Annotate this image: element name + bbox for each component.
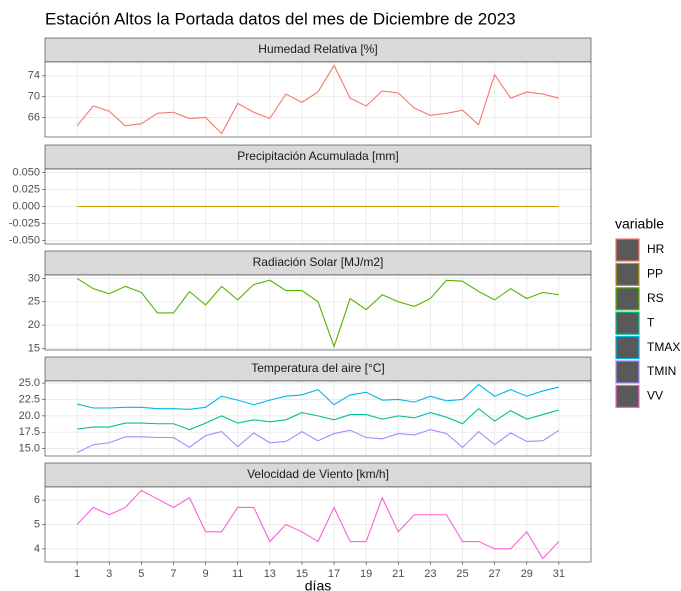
y-tick-label: 74 — [28, 70, 40, 82]
x-tick-label: 1 — [74, 568, 80, 580]
x-axis-label: días — [305, 578, 331, 591]
x-tick-label: 15 — [296, 568, 308, 580]
y-tick-label: 4 — [34, 543, 40, 555]
series-line — [76, 429, 560, 454]
y-tick-label: 25.0 — [19, 377, 40, 389]
panel-border — [44, 380, 592, 457]
panel-border — [44, 486, 592, 563]
strip-label: Precipitación Acumulada [mm] — [237, 149, 398, 163]
y-tick-label: 30 — [28, 272, 40, 284]
legend-key — [615, 311, 640, 335]
y-tick-label: 66 — [28, 111, 40, 123]
panel-border — [44, 274, 592, 351]
y-tick-label: 0.000 — [12, 200, 40, 212]
chart-title: Estación Altos la Portada datos del mes … — [45, 9, 516, 28]
y-tick-label: 20.0 — [19, 410, 40, 422]
strip-label: Velocidad de Viento [km/h] — [247, 467, 389, 481]
legend-label: PP — [647, 267, 663, 281]
x-tick-label: 31 — [553, 568, 565, 580]
x-tick-label: 5 — [138, 568, 144, 580]
legend-label: RS — [647, 291, 664, 305]
legend-label: VV — [647, 389, 663, 403]
strip — [44, 250, 592, 276]
x-tick-label: 23 — [424, 568, 436, 580]
panel-border — [44, 168, 592, 245]
legend-key — [615, 384, 640, 408]
strip — [44, 356, 592, 382]
y-tick-label: 5 — [34, 518, 40, 530]
y-tick-label: -0.050 — [9, 234, 40, 246]
legend-key — [615, 360, 640, 384]
panel-border — [44, 61, 592, 138]
x-tick-label: 21 — [392, 568, 404, 580]
panel — [45, 275, 591, 350]
y-tick-label: 17.5 — [19, 426, 40, 438]
strip-label: Temperatura del aire [°C] — [251, 361, 385, 375]
y-tick-label: 0.025 — [12, 183, 40, 195]
legend-title: variable — [615, 216, 664, 232]
x-tick-label: 29 — [521, 568, 533, 580]
strip — [44, 37, 592, 63]
x-tick-label: 7 — [170, 568, 176, 580]
legend-key — [615, 336, 640, 360]
series-line — [76, 277, 559, 349]
y-tick-label: -0.025 — [9, 217, 40, 229]
y-tick-label: 25 — [28, 296, 40, 308]
x-tick-label: 11 — [232, 568, 243, 580]
legend-label: T — [647, 315, 655, 329]
strip — [44, 462, 592, 488]
y-tick-label: 20 — [28, 319, 40, 331]
x-tick-label: 27 — [489, 568, 501, 580]
y-tick-label: 15 — [28, 342, 40, 354]
x-tick-label: 25 — [456, 568, 468, 580]
y-tick-label: 0.050 — [12, 166, 40, 178]
x-tick-label: 13 — [264, 568, 276, 580]
series-line — [77, 407, 560, 431]
x-tick-label: 19 — [360, 568, 372, 580]
legend-key — [615, 262, 640, 286]
legend-key — [615, 238, 640, 262]
legend-label: TMIN — [647, 364, 676, 378]
panel — [45, 381, 591, 456]
y-tick-label: 6 — [34, 494, 40, 506]
strip-label: Radiación Solar [MJ/m2] — [253, 255, 384, 269]
x-tick-label: 3 — [106, 568, 112, 580]
legend-key — [615, 287, 640, 311]
series-line — [76, 489, 560, 560]
y-tick-label: 22.5 — [19, 393, 40, 405]
legend-label: HR — [647, 242, 665, 256]
y-tick-label: 70 — [28, 91, 40, 103]
strip — [44, 144, 592, 170]
legend-label: TMAX — [647, 340, 680, 354]
series-line — [76, 64, 560, 135]
y-tick-label: 15.0 — [19, 443, 40, 455]
x-tick-label: 9 — [203, 568, 209, 580]
x-tick-label: 17 — [328, 568, 340, 580]
strip-label: Humedad Relativa [%] — [258, 42, 377, 56]
series-line — [76, 383, 560, 410]
